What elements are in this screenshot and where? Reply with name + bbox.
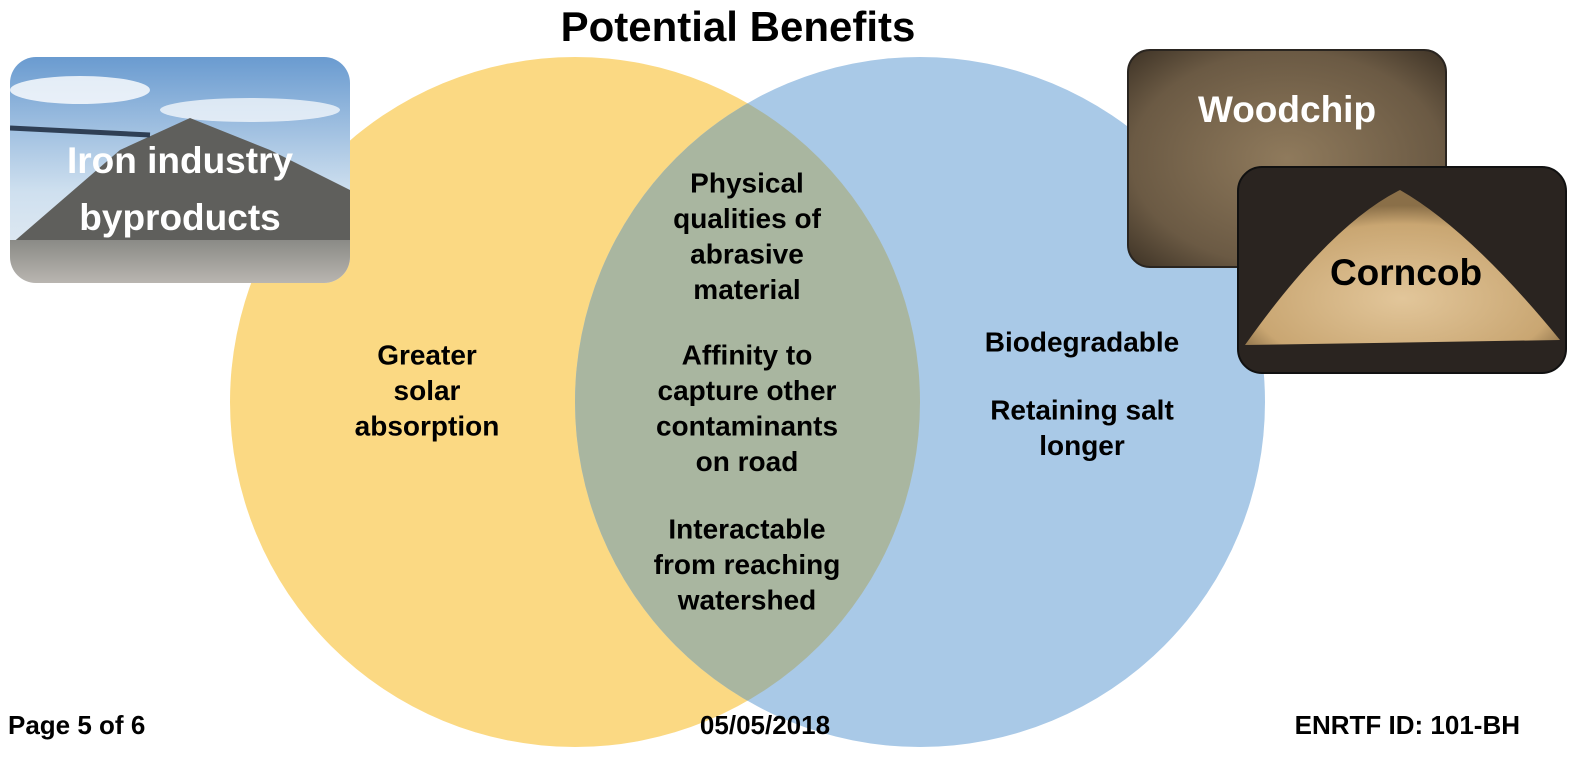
slide: Potential Benefits Greater solar absorptio… xyxy=(0,0,1589,757)
intersection-text: from reaching xyxy=(654,549,841,580)
image-label: byproducts xyxy=(79,197,280,238)
image-label: Woodchip xyxy=(1198,89,1376,130)
intersection-text: on road xyxy=(696,446,799,477)
intersection-text: contaminants xyxy=(656,410,838,441)
right-text: Biodegradable xyxy=(985,326,1179,357)
intersection-text: Affinity to xyxy=(682,339,813,370)
intersection-text: watershed xyxy=(677,584,817,615)
image-label: Corncob xyxy=(1330,252,1482,293)
title: Potential Benefits xyxy=(561,3,916,50)
footer-id: ENRTF ID: 101-BH xyxy=(1295,710,1520,740)
right-text: longer xyxy=(1039,430,1125,461)
left-text: Greater xyxy=(377,339,477,370)
footer-page: Page 5 of 6 xyxy=(8,710,145,740)
intersection-text: qualities of xyxy=(673,203,821,234)
left-text: absorption xyxy=(355,410,500,441)
intersection-text: Interactable xyxy=(668,513,825,544)
left-text: solar xyxy=(394,375,461,406)
intersection-text: Physical xyxy=(690,167,804,198)
intersection-text: abrasive xyxy=(690,238,804,269)
footer-date: 05/05/2018 xyxy=(700,710,830,740)
intersection-text: material xyxy=(693,274,800,305)
image-label: Iron industry xyxy=(67,140,294,181)
right-text: Retaining salt xyxy=(990,394,1174,425)
intersection-text: capture other xyxy=(658,375,837,406)
